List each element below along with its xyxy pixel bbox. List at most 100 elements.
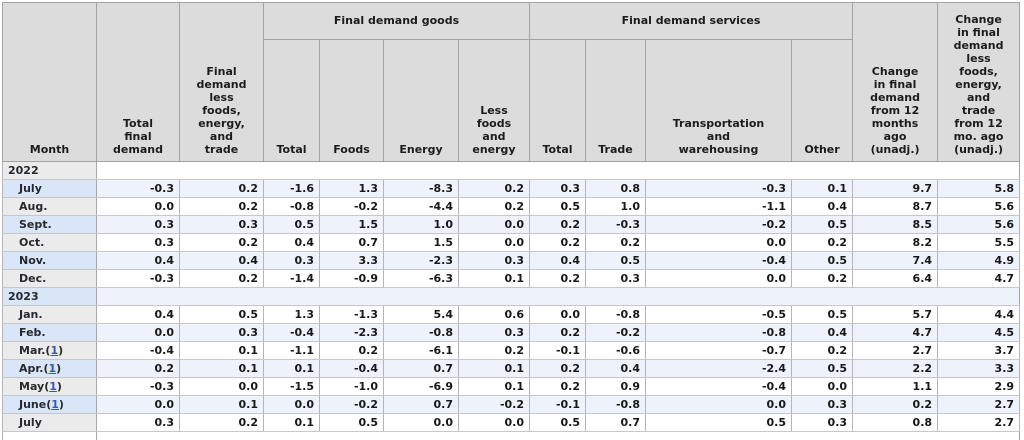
year-row-span [97,288,1020,306]
footnote-link[interactable]: 1 [49,380,57,393]
value-cell: 0.1 [180,396,264,414]
value-cell: 0.4 [530,252,586,270]
value-cell: 5.7 [853,306,938,324]
value-cell: 4.4 [938,306,1020,324]
value-cell: -4.4 [384,198,459,216]
footnote-wrap: (1) [43,362,61,375]
value-cell: 0.3 [459,252,530,270]
value-cell: -0.2 [320,396,384,414]
value-cell: -0.4 [646,252,792,270]
value-cell: 0.2 [530,360,586,378]
value-cell: 4.5 [938,324,1020,342]
column-header-services-transportation: Transportation and warehousing [646,40,792,162]
value-cell: 0.2 [853,396,938,414]
month-label: Feb. [19,326,46,339]
footnote-link[interactable]: 1 [48,362,56,375]
value-cell: -0.2 [320,198,384,216]
value-cell: 8.5 [853,216,938,234]
footnote-wrap: (1) [45,344,63,357]
value-cell: -1.3 [320,306,384,324]
column-header-services-other: Other [792,40,853,162]
value-cell: 3.3 [320,252,384,270]
value-cell: -0.3 [586,216,646,234]
value-cell: -2.3 [320,324,384,342]
column-header-goods-less-foods-energy: Less foods and energy [459,40,530,162]
year-label: 2023 [8,290,39,303]
value-cell: 1.0 [586,198,646,216]
value-cell: 0.1 [792,180,853,198]
value-cell: -0.6 [586,342,646,360]
value-cell: 0.4 [792,324,853,342]
value-cell: 0.3 [97,234,180,252]
value-cell: 8.7 [853,198,938,216]
year-label: 2022 [8,164,39,177]
value-cell: 0.2 [180,198,264,216]
month-cell: Apr.(1) [3,360,97,378]
value-cell: 1.5 [384,234,459,252]
year-cell: 2022 [3,162,97,180]
value-cell: 1.3 [320,180,384,198]
value-cell: -0.8 [586,306,646,324]
month-label: May [19,380,44,393]
value-cell: -0.9 [320,270,384,288]
value-cell: 0.3 [97,414,180,432]
value-cell: -0.8 [384,324,459,342]
value-cell: 4.7 [853,324,938,342]
value-cell: 0.7 [384,360,459,378]
value-cell: 0.7 [384,396,459,414]
value-cell: 0.0 [97,198,180,216]
month-cell: Sept. [3,216,97,234]
value-cell: 0.5 [792,306,853,324]
column-header-goods-foods: Foods [320,40,384,162]
value-cell: 4.7 [938,270,1020,288]
value-cell: -0.2 [586,324,646,342]
value-cell: 0.5 [792,216,853,234]
footnote-link[interactable]: 1 [51,398,59,411]
value-cell: 0.2 [792,270,853,288]
value-cell: -0.3 [646,180,792,198]
footnote-close-paren: ) [56,362,61,375]
month-label: Mar. [19,344,45,357]
value-cell: 0.0 [792,378,853,396]
footnote-wrap: (1) [46,398,64,411]
value-cell: 6.4 [853,270,938,288]
value-cell: 0.2 [459,180,530,198]
value-cell: 0.5 [646,414,792,432]
value-cell: 5.4 [384,306,459,324]
value-cell: 0.4 [792,198,853,216]
year-row: 2022 [3,162,1020,180]
value-cell: -0.4 [320,360,384,378]
value-cell: 0.5 [586,252,646,270]
value-cell: 0.2 [530,270,586,288]
month-label: Sept. [19,218,52,231]
value-cell: -0.4 [264,324,320,342]
value-cell: 0.1 [264,414,320,432]
value-cell: 0.0 [459,234,530,252]
year-cell [3,432,97,440]
value-cell: 0.8 [586,180,646,198]
value-cell: 0.3 [264,252,320,270]
value-cell: 0.9 [586,378,646,396]
value-cell: 0.4 [97,252,180,270]
footnote-close-paren: ) [57,380,62,393]
month-label: Aug. [19,200,47,213]
month-cell: Feb. [3,324,97,342]
value-cell: 1.3 [264,306,320,324]
value-cell: -0.8 [586,396,646,414]
month-label: July [19,416,42,429]
value-cell: -0.4 [646,378,792,396]
partial-row [3,432,1020,440]
column-header-total-final-demand: Total final demand [97,3,180,162]
value-cell: 0.7 [320,234,384,252]
footnote-link[interactable]: 1 [50,344,58,357]
value-cell: 0.3 [459,324,530,342]
group-header-final-demand-goods: Final demand goods [264,3,530,40]
value-cell: -0.4 [97,342,180,360]
